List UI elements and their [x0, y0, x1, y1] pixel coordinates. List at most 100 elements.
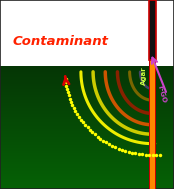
Bar	[0, 173, 174, 174]
Bar	[0, 113, 174, 114]
Bar	[0, 105, 174, 106]
Bar	[0, 158, 174, 159]
Bar	[0, 104, 174, 105]
Bar	[0, 0, 174, 66]
Bar	[0, 170, 174, 172]
Bar	[0, 183, 174, 184]
Bar	[0, 187, 174, 188]
Bar	[0, 73, 174, 74]
Bar	[0, 102, 174, 103]
Bar	[0, 185, 174, 186]
Bar	[0, 128, 174, 129]
Bar	[0, 133, 174, 134]
Bar	[0, 148, 174, 149]
Bar	[0, 112, 174, 113]
Bar	[0, 178, 174, 179]
Bar	[0, 122, 174, 123]
Bar	[0, 165, 174, 167]
Bar	[0, 145, 174, 146]
Bar	[0, 97, 174, 98]
Bar	[0, 138, 174, 139]
Text: Agar: Agar	[141, 66, 147, 85]
Bar	[0, 149, 174, 150]
Bar	[0, 94, 174, 95]
Bar	[0, 93, 174, 94]
Bar	[0, 84, 174, 85]
Bar	[0, 99, 174, 100]
Bar	[0, 77, 174, 78]
Bar	[0, 140, 174, 141]
Bar	[0, 98, 174, 99]
Bar	[0, 130, 174, 131]
Bar	[0, 90, 174, 91]
Bar	[0, 139, 174, 140]
Bar	[0, 91, 174, 92]
Bar	[0, 119, 174, 120]
Bar	[0, 141, 174, 142]
Bar	[0, 180, 174, 181]
Bar	[0, 106, 174, 107]
Bar	[0, 79, 174, 81]
Bar	[0, 172, 174, 173]
Bar	[0, 176, 174, 177]
Bar	[0, 66, 174, 67]
Bar	[0, 135, 174, 136]
Bar	[0, 144, 174, 145]
Bar	[0, 162, 174, 163]
Bar	[0, 109, 174, 110]
Bar	[0, 167, 174, 169]
Bar	[0, 143, 174, 144]
Bar	[0, 67, 174, 68]
Bar	[0, 177, 174, 178]
Bar	[0, 188, 174, 189]
Bar	[0, 154, 174, 155]
Bar	[0, 186, 174, 187]
Bar	[0, 89, 174, 90]
Bar	[0, 118, 174, 119]
Bar	[149, 60, 150, 189]
Bar	[0, 142, 174, 143]
Bar	[0, 159, 174, 160]
Bar	[0, 72, 174, 73]
Bar	[0, 92, 174, 93]
Bar	[0, 100, 174, 101]
Bar	[0, 83, 174, 84]
Bar	[0, 134, 174, 135]
Bar	[0, 153, 174, 154]
Bar	[0, 155, 174, 156]
Bar	[0, 78, 174, 79]
Bar	[0, 68, 174, 69]
Bar	[0, 182, 174, 183]
Bar	[149, 0, 156, 60]
Bar	[0, 127, 174, 128]
Bar	[0, 131, 174, 132]
Bar	[0, 174, 174, 175]
Bar	[0, 111, 174, 112]
Bar	[0, 137, 174, 138]
Bar	[0, 132, 174, 133]
Bar	[155, 60, 156, 189]
Bar	[0, 123, 174, 125]
Bar	[0, 175, 174, 176]
Bar	[0, 117, 174, 118]
Bar	[0, 74, 174, 75]
Text: r-GO: r-GO	[157, 85, 167, 104]
Bar	[0, 129, 174, 130]
Bar	[0, 70, 174, 71]
Bar	[0, 71, 174, 72]
Bar	[0, 184, 174, 185]
Bar	[0, 81, 174, 83]
Bar	[0, 69, 174, 70]
Bar	[0, 179, 174, 180]
Bar	[0, 125, 174, 127]
Bar	[0, 147, 174, 148]
Bar	[0, 101, 174, 102]
Bar	[0, 157, 174, 158]
Bar	[0, 146, 174, 147]
Bar	[0, 161, 174, 162]
Bar	[0, 108, 174, 109]
Bar	[0, 103, 174, 104]
Bar	[0, 164, 174, 165]
Bar	[0, 96, 174, 97]
Text: Contaminant: Contaminant	[12, 35, 108, 48]
